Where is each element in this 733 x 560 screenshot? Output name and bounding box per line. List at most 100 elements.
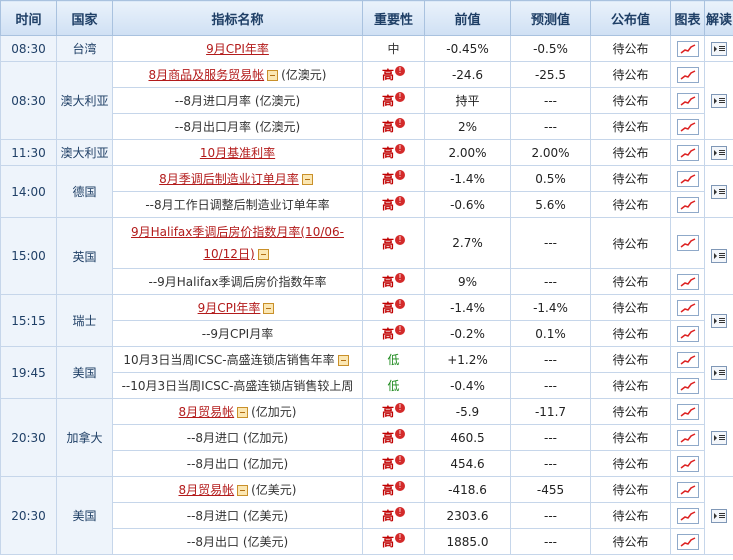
chart-icon[interactable] — [676, 533, 699, 550]
table-row: --8月出口月率 (亿澳元) 高! 2% --- 待公布 — [1, 113, 733, 140]
chart-icon[interactable] — [676, 325, 699, 342]
interpret-icon[interactable] — [711, 313, 727, 328]
alert-icon: ! — [395, 533, 405, 543]
collapse-icon[interactable] — [237, 485, 249, 496]
previous-value: 2.00% — [424, 139, 511, 166]
alert-icon: ! — [395, 455, 405, 465]
indicator-name[interactable]: 8月商品及服务贸易帐 — [148, 68, 265, 82]
actual-value: 待公布 — [590, 87, 671, 114]
interpret-icon[interactable] — [711, 184, 727, 199]
forecast-value: --- — [510, 113, 591, 140]
previous-value: 持平 — [424, 87, 511, 114]
chart-icon[interactable] — [676, 377, 699, 394]
indicator-cell: 8月季调后制造业订单月率 — [112, 165, 363, 192]
event-country: 英国 — [56, 217, 113, 295]
chart-icon[interactable] — [676, 507, 699, 524]
indicator-cell: 9月CPI年率 — [112, 294, 363, 321]
importance-label: 低 — [387, 353, 400, 367]
previous-value: 2.7% — [424, 217, 511, 269]
forecast-value: 0.5% — [510, 165, 591, 192]
table-row: 20:30 美国 8月贸易帐 (亿美元) 高! -418.6 -455 待公布 — [0, 476, 733, 555]
interpret-icon[interactable] — [711, 93, 727, 108]
interpret-icon[interactable] — [711, 508, 727, 523]
actual-value: 待公布 — [590, 528, 671, 555]
chart-icon[interactable] — [676, 144, 699, 161]
indicator-name[interactable]: 9月CPI年率 — [206, 42, 269, 56]
indicator-name[interactable]: 10月基准利率 — [199, 146, 276, 160]
indicator-name[interactable]: 9月CPI年率 — [197, 301, 261, 315]
forecast-value: --- — [510, 87, 591, 114]
collapse-icon[interactable] — [301, 174, 313, 185]
event-time: 15:00 — [0, 217, 57, 295]
chart-icon[interactable] — [676, 299, 699, 316]
collapse-icon[interactable] — [267, 70, 279, 81]
indicator-name[interactable]: 8月季调后制造业订单月率 — [159, 172, 299, 186]
chart-cell — [670, 61, 705, 88]
indicator-name: --8月出口 (亿加元) — [186, 457, 289, 471]
indicator-name-continued[interactable]: 10/12日) — [203, 247, 255, 261]
forecast-value: -1.4% — [510, 294, 591, 321]
chart-icon[interactable] — [676, 403, 699, 420]
actual-value: 待公布 — [590, 294, 671, 321]
interpret-cell — [704, 139, 733, 166]
chart-icon[interactable] — [676, 429, 699, 446]
interpret-icon[interactable] — [711, 430, 727, 445]
event-country: 台湾 — [56, 35, 113, 62]
importance-cell: 低 — [362, 346, 425, 373]
importance-cell: 高! — [362, 294, 425, 321]
importance-label: 中 — [387, 42, 400, 56]
actual-value: 待公布 — [590, 268, 671, 295]
indicator-unit: (亿加元) — [251, 405, 297, 419]
collapse-icon[interactable] — [263, 303, 275, 314]
indicator-name[interactable]: 9月Halifax季调后房价指数月率(10/06- — [131, 225, 344, 239]
alert-icon: ! — [395, 273, 405, 283]
indicator-name: --8月进口月率 (亿澳元) — [174, 94, 301, 108]
indicator-name[interactable]: 8月贸易帐 — [178, 405, 235, 419]
interpret-icon[interactable] — [711, 365, 727, 380]
alert-icon: ! — [395, 144, 405, 154]
alert-icon: ! — [395, 92, 405, 102]
chart-icon[interactable] — [676, 196, 699, 213]
alert-icon: ! — [395, 196, 405, 206]
previous-value: -24.6 — [424, 61, 511, 88]
importance-cell: 高! — [362, 450, 425, 477]
interpret-icon[interactable] — [711, 41, 727, 56]
header-actual: 公布值 — [590, 0, 671, 36]
alert-icon: ! — [395, 299, 405, 309]
indicator-name: --9月Halifax季调后房价指数年率 — [148, 275, 327, 289]
previous-value: 2303.6 — [424, 502, 511, 529]
interpret-cell — [704, 476, 733, 555]
chart-icon[interactable] — [676, 481, 699, 498]
importance-label: 高 — [381, 94, 394, 108]
previous-value: 2% — [424, 113, 511, 140]
indicator-name[interactable]: 8月贸易帐 — [178, 483, 235, 497]
previous-value: +1.2% — [424, 346, 511, 373]
indicator-cell: --9月CPI月率 — [112, 320, 363, 347]
actual-value: 待公布 — [590, 165, 671, 192]
chart-icon[interactable] — [676, 455, 699, 472]
chart-icon[interactable] — [676, 273, 699, 290]
collapse-icon[interactable] — [337, 355, 349, 366]
interpret-icon[interactable] — [711, 145, 727, 160]
importance-cell: 高! — [362, 61, 425, 88]
chart-icon[interactable] — [676, 92, 699, 109]
chart-icon[interactable] — [676, 170, 699, 187]
interpret-cell — [704, 398, 733, 477]
indicator-unit: (亿美元) — [251, 483, 297, 497]
indicator-name: --8月出口 (亿美元) — [186, 535, 289, 549]
chart-icon[interactable] — [676, 66, 699, 83]
chart-cell — [670, 87, 705, 114]
collapse-icon[interactable] — [237, 407, 249, 418]
chart-icon[interactable] — [676, 235, 699, 251]
event-time: 08:30 — [0, 61, 57, 140]
indicator-cell: --8月进口 (亿美元) — [112, 502, 363, 529]
chart-icon[interactable] — [676, 351, 699, 368]
chart-icon[interactable] — [676, 40, 699, 57]
chart-icon[interactable] — [676, 118, 699, 135]
actual-value: 待公布 — [590, 450, 671, 477]
importance-cell: 高! — [362, 113, 425, 140]
interpret-cell — [704, 61, 733, 140]
importance-label: 高 — [381, 431, 394, 445]
interpret-icon[interactable] — [711, 249, 727, 264]
collapse-icon[interactable] — [257, 249, 269, 260]
